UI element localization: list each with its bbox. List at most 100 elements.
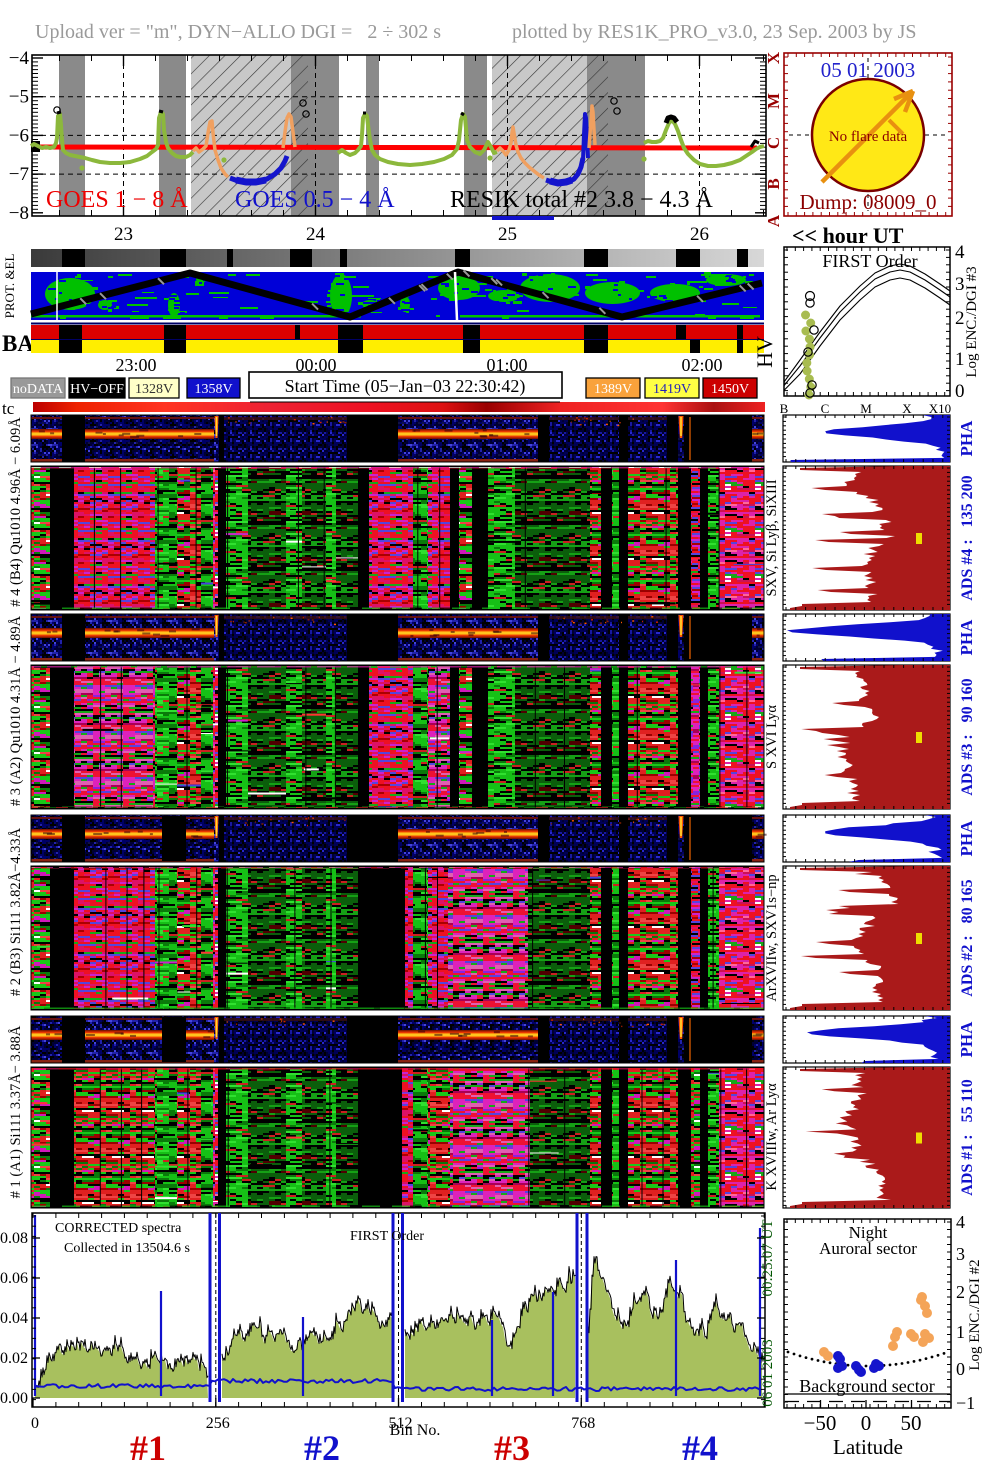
svg-text:256: 256 <box>206 1415 230 1432</box>
svg-text:Dump: 08009_0: Dump: 08009_0 <box>799 190 936 214</box>
svg-text:#4: #4 <box>682 1428 718 1468</box>
svg-text:1358V: 1358V <box>194 382 232 397</box>
svg-text:CORRECTED spectra: CORRECTED spectra <box>55 1221 182 1236</box>
svg-text:ADS #1 : 55 110: ADS #1 : 55 110 <box>959 1079 976 1195</box>
svg-text:FIRST Order: FIRST Order <box>822 251 917 271</box>
svg-text:C: C <box>764 137 783 149</box>
svg-text:23: 23 <box>114 224 133 245</box>
svg-text:ADS #4 : 135 200: ADS #4 : 135 200 <box>959 475 976 600</box>
svg-text:#1: #1 <box>130 1428 166 1468</box>
svg-text:HV−OFF: HV−OFF <box>70 382 124 397</box>
svg-text:512: 512 <box>389 1415 413 1432</box>
svg-text:2: 2 <box>956 1282 965 1302</box>
svg-text:1: 1 <box>956 1322 965 1342</box>
svg-text:1419V: 1419V <box>653 382 691 397</box>
svg-text:Start Time (05−Jan−03 22:30:42: Start Time (05−Jan−03 22:30:42) <box>285 376 526 397</box>
svg-text:−1: −1 <box>956 1393 975 1413</box>
svg-text:Bin No.: Bin No. <box>390 1422 441 1439</box>
svg-text:1328V: 1328V <box>135 382 173 397</box>
svg-text:K XVIIIw, Ar Lyα: K XVIIIw, Ar Lyα <box>764 1083 780 1191</box>
svg-text:HV: HV <box>752 336 777 368</box>
svg-text:0.00: 0.00 <box>0 1390 28 1407</box>
svg-text:0: 0 <box>861 1411 872 1435</box>
svg-text:M: M <box>860 401 872 416</box>
svg-text:0.02: 0.02 <box>0 1350 28 1367</box>
svg-text:24: 24 <box>306 224 326 245</box>
svg-text:Log ENC./DGI #2: Log ENC./DGI #2 <box>967 1259 983 1370</box>
svg-text:4: 4 <box>955 242 965 263</box>
svg-text:SXV, Si Lyβ, SiXIII: SXV, Si Lyβ, SiXIII <box>764 479 780 596</box>
svg-text:GOES 0.5 − 4 Å: GOES 0.5 − 4 Å <box>235 187 395 213</box>
svg-text:ADS #2 : 80 165: ADS #2 : 80 165 <box>959 879 976 996</box>
svg-text:#2: #2 <box>304 1428 340 1468</box>
svg-text:26: 26 <box>690 224 709 245</box>
svg-text:Collected in 13504.6 s: Collected in 13504.6 s <box>64 1241 190 1256</box>
svg-text:2: 2 <box>955 308 965 329</box>
svg-text:M: M <box>764 93 783 109</box>
svg-text:X10: X10 <box>929 401 951 416</box>
svg-text:plotted by RES1K_PRO_v3.0, 23: plotted by RES1K_PRO_v3.0, 23 Sep. 2003 … <box>512 21 916 43</box>
svg-text:# 2 (B3) Si111 3.82Å−4.33Å: # 2 (B3) Si111 3.82Å−4.33Å <box>8 827 24 996</box>
svg-text:1: 1 <box>955 349 965 370</box>
svg-text:PHA: PHA <box>957 820 976 857</box>
svg-text:Upload ver = "m", DYN−ALLO DGI: Upload ver = "m", DYN−ALLO DGI = 2 ÷ 302… <box>35 21 441 43</box>
svg-text:00:00: 00:00 <box>295 355 336 375</box>
svg-text:00:25:07 UT: 00:25:07 UT <box>760 1219 776 1296</box>
svg-text:FIRST Order: FIRST Order <box>350 1229 424 1244</box>
svg-text:Auroral sector: Auroral sector <box>819 1239 917 1258</box>
svg-text:# 1 (A1) Si111 3.37Å− 3.88Å: # 1 (A1) Si111 3.37Å− 3.88Å <box>8 1025 24 1198</box>
svg-text:02:00: 02:00 <box>681 355 722 375</box>
svg-text:PHA: PHA <box>957 420 976 457</box>
svg-text:0.04: 0.04 <box>0 1310 28 1327</box>
svg-text:23:00: 23:00 <box>115 355 156 375</box>
svg-text:06 01 2003: 06 01 2003 <box>760 1339 776 1407</box>
svg-text:Night: Night <box>849 1223 888 1242</box>
svg-text:0.08: 0.08 <box>0 1230 28 1247</box>
svg-text:#3: #3 <box>494 1428 530 1468</box>
svg-text:tc: tc <box>2 399 15 418</box>
svg-text:PROT. &EL: PROT. &EL <box>2 254 17 319</box>
svg-text:4: 4 <box>956 1212 965 1232</box>
svg-text:ArXVIIw, SXV1s−np: ArXVIIw, SXV1s−np <box>764 874 780 1001</box>
svg-text:−50: −50 <box>804 1411 837 1435</box>
svg-text:3: 3 <box>956 1244 965 1264</box>
svg-text:1389V: 1389V <box>594 382 632 397</box>
svg-text:# 3 (A2) Qu1010 4.31Å − 4.89Å: # 3 (A2) Qu1010 4.31Å − 4.89Å <box>8 615 24 806</box>
svg-text:C: C <box>821 401 830 416</box>
svg-text:25: 25 <box>498 224 517 245</box>
svg-text:Background sector: Background sector <box>799 1376 934 1396</box>
svg-text:1450V: 1450V <box>711 382 749 397</box>
svg-text:Latitude: Latitude <box>833 1435 903 1459</box>
svg-text:RESIK total #2 3.8 − 4.3 Å: RESIK total #2 3.8 − 4.3 Å <box>450 187 714 213</box>
svg-text:−5: −5 <box>9 87 29 108</box>
svg-text:PHA: PHA <box>957 1021 976 1058</box>
svg-text:3: 3 <box>955 274 965 295</box>
svg-text:−8: −8 <box>9 203 29 224</box>
svg-text:ADS #3 : 90 160: ADS #3 : 90 160 <box>959 678 976 795</box>
svg-text:768: 768 <box>571 1415 595 1432</box>
svg-text:<< hour UT: << hour UT <box>792 223 904 248</box>
svg-text:0: 0 <box>31 1415 39 1432</box>
svg-text:−7: −7 <box>9 164 29 185</box>
svg-text:B: B <box>780 401 789 416</box>
svg-text:PHA: PHA <box>957 619 976 656</box>
svg-text:X: X <box>764 51 783 64</box>
svg-text:BA: BA <box>2 331 34 356</box>
svg-text:GOES 1 − 8 Å: GOES 1 − 8 Å <box>46 187 188 213</box>
svg-text:No flare data: No flare data <box>829 129 908 145</box>
svg-text:0: 0 <box>956 1359 965 1379</box>
svg-text:S XVI Lyα: S XVI Lyα <box>764 705 780 769</box>
svg-text:noDATA: noDATA <box>13 382 64 397</box>
svg-text:0: 0 <box>955 381 965 402</box>
svg-text:X: X <box>902 401 912 416</box>
svg-text:50: 50 <box>901 1411 922 1435</box>
svg-text:0.06: 0.06 <box>0 1270 28 1287</box>
svg-text:05 01 2003: 05 01 2003 <box>821 58 916 82</box>
svg-text:A: A <box>764 214 783 227</box>
svg-text:−6: −6 <box>9 125 29 146</box>
svg-text:01:00: 01:00 <box>486 355 527 375</box>
svg-text:Log ENC./DGI #3: Log ENC./DGI #3 <box>964 266 980 377</box>
svg-text:B: B <box>764 178 783 189</box>
svg-text:−4: −4 <box>9 48 30 69</box>
svg-text:# 4 (B4) Qu1010 4.96Å − 6.09Å: # 4 (B4) Qu1010 4.96Å − 6.09Å <box>8 417 24 607</box>
